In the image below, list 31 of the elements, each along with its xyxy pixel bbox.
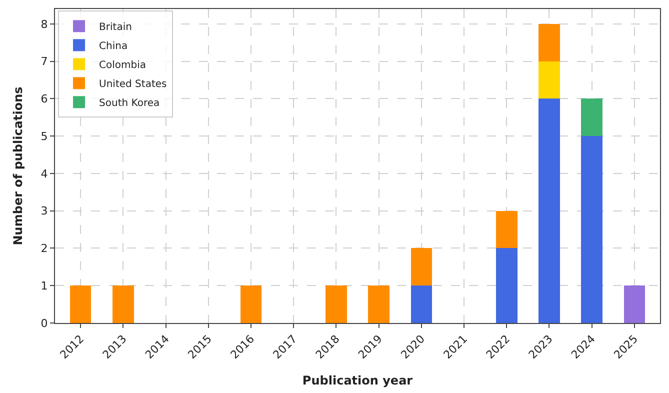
bar xyxy=(496,248,518,323)
bar xyxy=(538,98,560,323)
legend-label: United States xyxy=(99,78,167,90)
legend-label: Colombia xyxy=(99,60,146,71)
bar xyxy=(70,286,92,323)
y-tick-label: 6 xyxy=(40,92,48,106)
bar xyxy=(240,286,262,323)
bar xyxy=(326,286,347,323)
y-tick-label: 4 xyxy=(40,167,48,180)
bar xyxy=(368,286,390,323)
y-tick-label: 2 xyxy=(40,242,48,256)
bar xyxy=(581,136,602,323)
bar xyxy=(496,210,518,248)
legend-label: China xyxy=(99,40,128,52)
y-axis-title: Number of publications xyxy=(11,86,26,246)
bar xyxy=(410,248,432,286)
legend-label: Britain xyxy=(99,22,132,33)
bar xyxy=(624,286,646,323)
y-tick-label: 3 xyxy=(40,204,48,218)
legend-label: South Korea xyxy=(99,98,160,109)
bar xyxy=(112,286,134,323)
x-axis-title: Publication year xyxy=(302,373,413,388)
bar xyxy=(581,98,602,136)
y-tick-label: 5 xyxy=(40,130,48,143)
y-tick-label: 0 xyxy=(40,316,48,330)
y-tick-label: 1 xyxy=(40,279,48,292)
y-tick-label: 7 xyxy=(40,55,48,68)
bar xyxy=(538,24,560,62)
y-tick-label: 8 xyxy=(40,18,48,31)
bar xyxy=(410,286,432,323)
bar xyxy=(538,61,560,99)
